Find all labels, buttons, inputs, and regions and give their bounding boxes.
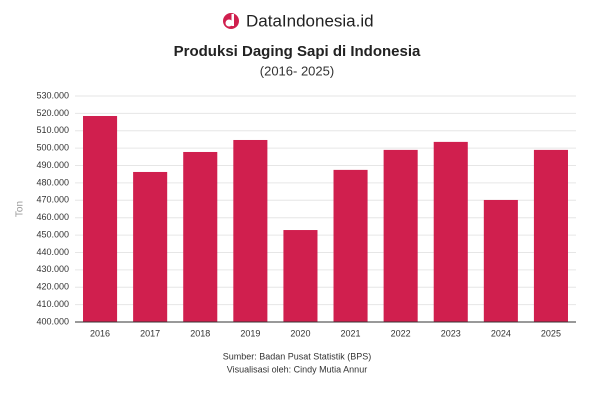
y-tick-label: 490.000 [36,160,69,170]
logo-icon [223,13,239,29]
y-tick-label: 480.000 [36,177,69,187]
y-tick-label: 530.000 [36,90,69,100]
bar [133,171,168,322]
x-tick-label: 2016 [90,328,110,338]
y-tick-label: 500.000 [36,143,69,153]
bar [333,169,368,322]
chart-subtitle: (2016- 2025) [260,63,334,78]
y-tick-label: 510.000 [36,125,69,135]
y-tick-label: 450.000 [36,229,69,239]
brand: DataIndonesia.id [246,11,374,30]
bar [383,149,418,322]
x-tick-label: 2017 [140,328,160,338]
x-tick-label: 2023 [441,328,461,338]
bar [83,115,118,322]
x-tick-label: 2019 [240,328,260,338]
x-tick-label: 2025 [541,328,561,338]
y-tick-label: 440.000 [36,247,69,257]
y-tick-label: 400.000 [36,316,69,326]
bar [433,141,468,322]
y-tick-label: 420.000 [36,282,69,292]
chart-title: Produksi Daging Sapi di Indonesia [174,43,421,60]
x-tick-label: 2021 [341,328,361,338]
x-tick-label: 2024 [491,328,511,338]
bar [533,149,568,322]
x-tick-label: 2020 [290,328,310,338]
credit: Visualisasi oleh: Cindy Mutia Annur [227,364,367,374]
y-tick-label: 460.000 [36,212,69,222]
x-tick-label: 2022 [391,328,411,338]
bar [233,139,268,322]
y-axis-label: Ton [15,201,26,217]
bar [483,199,518,322]
bar [283,230,318,322]
bar [183,151,218,322]
y-tick-label: 470.000 [36,195,69,205]
y-tick-label: 520.000 [36,108,69,118]
y-tick-label: 410.000 [36,299,69,309]
y-tick-label: 430.000 [36,264,69,274]
x-tick-label: 2018 [190,328,210,338]
source: Sumber: Badan Pusat Statistik (BPS) [223,351,372,361]
